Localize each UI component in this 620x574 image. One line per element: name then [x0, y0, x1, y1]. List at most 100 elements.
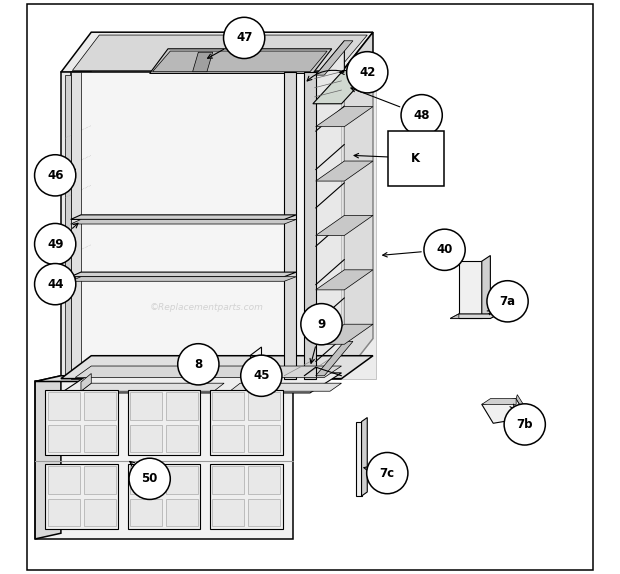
Polygon shape: [450, 314, 499, 319]
Polygon shape: [48, 466, 79, 494]
Polygon shape: [84, 499, 116, 526]
Text: ©Replacementparts.com: ©Replacementparts.com: [150, 302, 264, 312]
Text: 47: 47: [236, 32, 252, 44]
Polygon shape: [45, 390, 118, 455]
Polygon shape: [210, 390, 283, 455]
Polygon shape: [193, 52, 213, 72]
Polygon shape: [153, 51, 327, 72]
Polygon shape: [71, 215, 296, 219]
Text: 48: 48: [414, 108, 430, 122]
Polygon shape: [249, 393, 280, 420]
Text: 7a: 7a: [500, 295, 516, 308]
Text: 49: 49: [47, 238, 63, 251]
Text: 50: 50: [141, 472, 158, 486]
Polygon shape: [71, 277, 296, 281]
Polygon shape: [75, 366, 342, 378]
Polygon shape: [130, 425, 162, 452]
Polygon shape: [130, 393, 162, 420]
Polygon shape: [316, 41, 353, 75]
Text: 9: 9: [317, 318, 326, 331]
Polygon shape: [166, 499, 198, 526]
Circle shape: [224, 17, 265, 59]
Polygon shape: [284, 72, 296, 379]
Polygon shape: [81, 374, 91, 391]
Text: 7c: 7c: [379, 467, 395, 480]
Polygon shape: [316, 161, 373, 181]
Polygon shape: [166, 425, 198, 452]
Polygon shape: [316, 324, 373, 344]
Polygon shape: [61, 356, 373, 379]
Circle shape: [35, 263, 76, 305]
Circle shape: [241, 355, 282, 397]
Polygon shape: [316, 270, 373, 290]
Circle shape: [401, 95, 442, 136]
Circle shape: [366, 452, 408, 494]
Polygon shape: [316, 107, 373, 127]
Circle shape: [504, 404, 546, 445]
Polygon shape: [35, 376, 61, 539]
Text: K: K: [412, 152, 420, 165]
Text: 7b: 7b: [516, 418, 533, 431]
Polygon shape: [61, 32, 373, 72]
Polygon shape: [65, 75, 71, 376]
Polygon shape: [183, 360, 187, 374]
Polygon shape: [183, 366, 200, 374]
Polygon shape: [48, 393, 79, 420]
Polygon shape: [84, 393, 116, 420]
Polygon shape: [48, 425, 79, 452]
FancyArrowPatch shape: [307, 70, 344, 81]
Polygon shape: [35, 376, 316, 382]
FancyBboxPatch shape: [388, 130, 443, 186]
Polygon shape: [61, 373, 342, 393]
Polygon shape: [45, 464, 118, 529]
Polygon shape: [128, 390, 200, 455]
Polygon shape: [61, 72, 91, 379]
Text: 45: 45: [253, 369, 270, 382]
Polygon shape: [81, 383, 224, 391]
Circle shape: [424, 229, 465, 270]
Text: 44: 44: [47, 278, 63, 290]
Polygon shape: [166, 393, 198, 420]
Polygon shape: [130, 466, 162, 494]
Polygon shape: [212, 425, 244, 452]
Polygon shape: [230, 383, 342, 391]
Polygon shape: [356, 421, 361, 496]
Polygon shape: [249, 466, 280, 494]
Polygon shape: [459, 261, 482, 319]
Polygon shape: [166, 466, 198, 494]
Polygon shape: [249, 499, 280, 526]
Polygon shape: [316, 215, 373, 235]
Text: 40: 40: [436, 243, 453, 256]
Polygon shape: [71, 272, 296, 277]
Polygon shape: [212, 499, 244, 526]
Circle shape: [487, 281, 528, 322]
Polygon shape: [84, 425, 116, 452]
Polygon shape: [482, 255, 490, 319]
Polygon shape: [313, 71, 372, 104]
Polygon shape: [342, 32, 373, 379]
Polygon shape: [149, 49, 332, 73]
Polygon shape: [316, 342, 353, 376]
Polygon shape: [71, 219, 296, 224]
Circle shape: [129, 458, 171, 499]
Polygon shape: [71, 72, 342, 379]
Polygon shape: [212, 393, 244, 420]
Text: 42: 42: [359, 66, 376, 79]
Polygon shape: [212, 466, 244, 494]
Circle shape: [178, 344, 219, 385]
Polygon shape: [48, 499, 79, 526]
Polygon shape: [361, 417, 367, 496]
Polygon shape: [210, 464, 283, 529]
Circle shape: [35, 223, 76, 265]
Polygon shape: [183, 360, 197, 366]
Polygon shape: [128, 464, 200, 529]
Polygon shape: [304, 72, 316, 379]
Polygon shape: [35, 382, 293, 539]
Text: 8: 8: [194, 358, 203, 371]
Circle shape: [35, 155, 76, 196]
Polygon shape: [342, 72, 376, 379]
Polygon shape: [73, 35, 367, 71]
Polygon shape: [316, 41, 344, 376]
Polygon shape: [482, 399, 528, 423]
Polygon shape: [84, 466, 116, 494]
